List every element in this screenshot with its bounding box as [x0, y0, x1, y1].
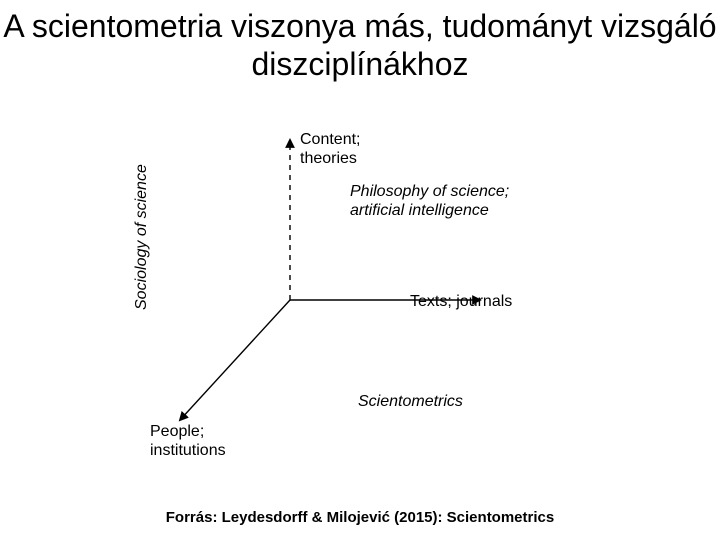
axis-label-top: Content; theories [300, 130, 360, 168]
axes-svg [140, 120, 580, 470]
axes-diagram: Content; theories Texts; journals People… [140, 120, 580, 470]
axis-label-right: Texts; journals [410, 292, 512, 311]
quadrant-label-bottom-right: Scientometrics [358, 392, 463, 411]
axis-label-left-rotated: Sociology of science [132, 164, 151, 310]
axis-label-diagonal: People; institutions [150, 422, 226, 460]
source-citation: Forrás: Leydesdorff & Milojević (2015): … [0, 509, 720, 526]
quadrant-label-top-right: Philosophy of science; artificial intell… [350, 182, 509, 220]
slide-title: A scientometria viszonya más, tudományt … [0, 8, 720, 84]
